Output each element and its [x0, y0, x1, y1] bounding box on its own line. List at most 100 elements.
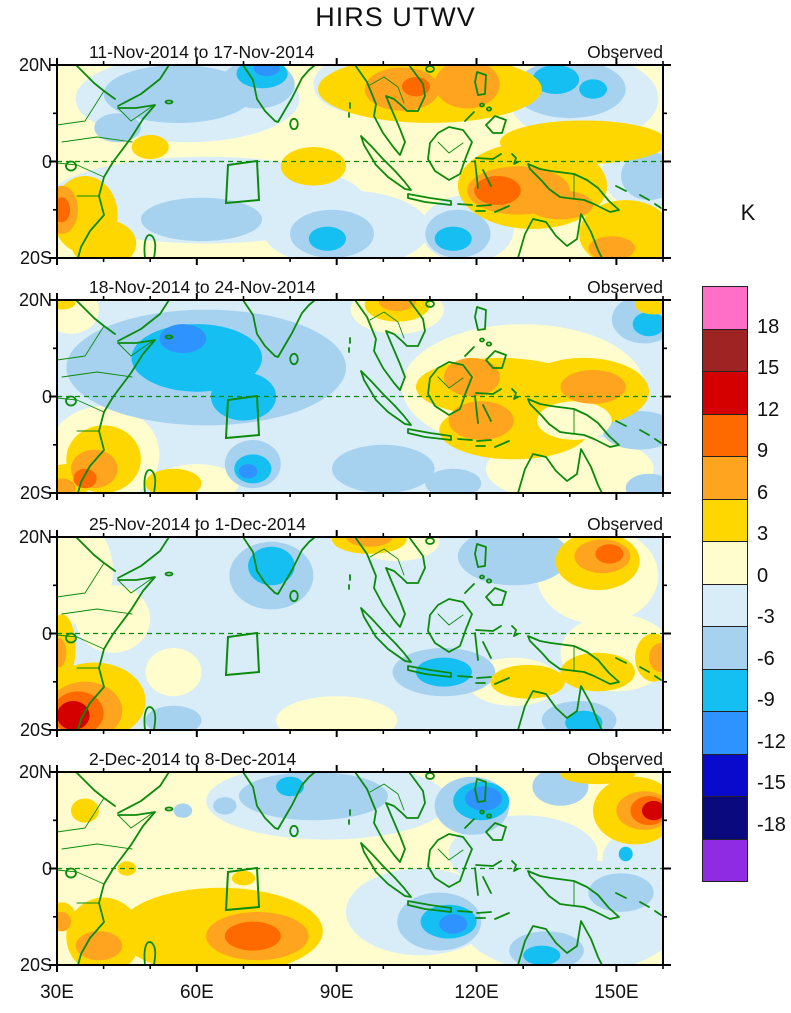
map-frame — [56, 299, 664, 494]
anomaly-blob — [131, 134, 169, 160]
panel-header: 25-Nov-2014 to 1-Dec-2014 Observed — [57, 509, 663, 535]
colorbar-tick-value: 6 — [757, 481, 769, 504]
anomaly-blob — [588, 236, 635, 258]
panel-date-range: 2-Dec-2014 to 8-Dec-2014 — [89, 749, 297, 769]
anomaly-blob — [117, 861, 137, 876]
colorbar-tick-value: -15 — [757, 772, 786, 794]
map-frame — [56, 771, 664, 966]
lon-tick-label: 90E — [319, 982, 354, 1003]
panel-date-range: 25-Nov-2014 to 1-Dec-2014 — [89, 514, 306, 534]
anomaly-blob — [474, 176, 521, 205]
anomaly-blob — [527, 190, 593, 220]
colorbar-tick-value: 18 — [757, 315, 780, 338]
lat-tick-label: 20S — [19, 483, 52, 503]
anomaly-blob — [464, 786, 503, 811]
anomaly-blob — [434, 65, 500, 109]
anomaly-blob — [448, 815, 598, 893]
lat-tick-label: 20N — [18, 55, 52, 75]
colorbar-cell — [703, 797, 747, 840]
panel-date-range: 11-Nov-2014 to 17-Nov-2014 — [89, 42, 315, 62]
colorbar-tick-value: 0 — [757, 564, 769, 587]
anomaly-blob — [602, 829, 663, 888]
lat-tick-label: 20N — [18, 527, 52, 547]
colorbar-cell — [703, 372, 747, 415]
lat-tick-label: 20N — [18, 762, 52, 782]
anomaly-blob — [649, 643, 663, 673]
colorbar-cell — [703, 414, 747, 457]
lat-tick-label: 0 — [41, 623, 52, 644]
anomaly-blob — [332, 444, 435, 493]
map-frame — [56, 64, 664, 259]
panel-header: 2-Dec-2014 to 8-Dec-2014 Observed — [57, 744, 663, 770]
anomaly-blob — [434, 226, 472, 251]
lon-tick-label: 30E — [40, 982, 74, 1003]
colorbar-tick-value: 3 — [757, 523, 769, 545]
colorbar-units-label: K — [740, 200, 756, 225]
colorbar-cell — [703, 627, 747, 670]
anomaly-blob — [280, 147, 346, 186]
colorbar-cell — [703, 584, 747, 627]
anomaly-blob — [308, 226, 346, 251]
lat-tick-label: 20N — [18, 290, 52, 310]
anomaly-blob — [71, 219, 137, 258]
colorbar-tick-value: 12 — [757, 398, 780, 421]
colorbar-cell — [703, 712, 747, 755]
lon-tick-label: 60E — [179, 982, 214, 1003]
panel-date-range: 18-Nov-2014 to 24-Nov-2014 — [89, 277, 316, 297]
colorbar-cell — [703, 542, 747, 585]
anomaly-blob — [173, 803, 193, 818]
anomaly-map — [48, 764, 672, 973]
anomaly-blob — [632, 312, 663, 337]
lat-tick-label: 20S — [19, 720, 52, 740]
anomaly-blob — [560, 772, 635, 785]
anomaly-blob — [71, 798, 99, 823]
colorbar-tick-value: 15 — [757, 357, 780, 379]
lat-tick-label: 0 — [41, 151, 52, 172]
anomaly-blob — [145, 648, 202, 697]
colorbar — [702, 286, 748, 882]
anomaly-blob — [57, 197, 71, 223]
anomaly-blob — [140, 197, 263, 242]
anomaly-blob — [231, 871, 256, 886]
anomaly-blob — [523, 945, 561, 965]
colorbar-cell — [703, 669, 747, 712]
anomaly-blob — [238, 464, 258, 479]
colorbar-tick-value: -12 — [757, 730, 786, 753]
anomaly-blob — [588, 873, 654, 912]
panel-header: 11-Nov-2014 to 17-Nov-2014 Observed — [57, 37, 663, 63]
colorbar-tick-value: -6 — [757, 647, 775, 670]
colorbar-cell — [703, 754, 747, 797]
anomaly-blob — [532, 65, 580, 94]
anomaly-blob — [57, 300, 76, 310]
map-frame — [56, 536, 664, 731]
lat-tick-label: 20S — [19, 955, 52, 975]
lon-tick-label: 150E — [594, 982, 639, 1003]
anomaly-blob — [103, 65, 253, 123]
anomaly-blob — [145, 705, 202, 730]
anomaly-blob — [159, 324, 207, 354]
colorbar-cell — [703, 287, 747, 330]
anomaly-blob — [642, 800, 663, 821]
anomaly-blob — [75, 585, 151, 653]
colorbar-cell — [703, 839, 747, 881]
map-panel-4: 2-Dec-2014 to 8-Dec-2014 Observed — [48, 744, 672, 973]
colorbar-tick-value: -18 — [757, 813, 786, 836]
colorbar-tick-value: 9 — [757, 440, 769, 462]
anomaly-blob — [94, 113, 141, 143]
anomaly-blob — [253, 65, 280, 77]
colorbar-tick-value: -3 — [757, 606, 775, 628]
lat-tick-label: 0 — [41, 858, 52, 879]
anomaly-blob — [595, 544, 624, 564]
lat-tick-label: 20S — [19, 248, 52, 268]
anomaly-blob — [490, 664, 566, 699]
map-panel-3: 25-Nov-2014 to 1-Dec-2014 Observed — [48, 509, 672, 738]
anomaly-blob — [560, 652, 635, 692]
anomaly-blob — [57, 701, 90, 730]
figure-title: HIRS UTWV — [315, 2, 476, 32]
anomaly-blob — [448, 401, 514, 440]
colorbar-tick-value: -9 — [757, 689, 775, 711]
anomaly-map — [48, 529, 672, 738]
anomaly-blob — [145, 468, 202, 493]
anomaly-blob — [224, 921, 281, 951]
anomaly-blob — [401, 77, 430, 97]
